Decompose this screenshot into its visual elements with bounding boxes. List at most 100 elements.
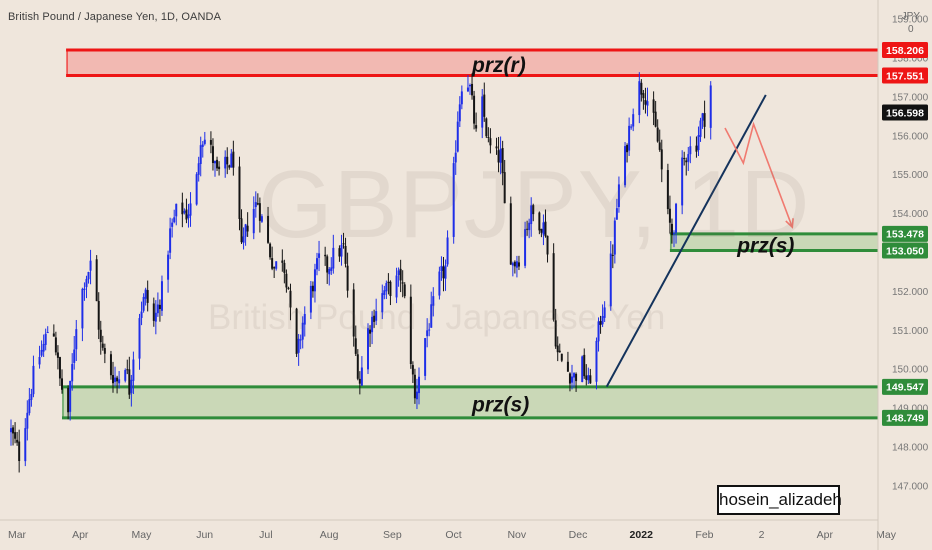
candle-body [709,85,712,128]
candle-body [146,290,149,303]
candle-body [28,399,31,414]
candle-body [499,148,502,163]
candle-body [303,313,306,325]
candle-body [330,267,333,271]
candle-body [589,375,592,384]
candle-body [413,374,416,399]
projection-arrowhead [785,218,794,229]
x-tick-label: Feb [695,529,713,541]
candle-body [273,267,276,269]
candle-body [103,348,106,354]
candle-body [128,369,131,395]
candle-body [311,285,314,292]
candle-body [344,245,347,264]
candle-body [328,268,331,275]
x-tick-label: Dec [569,529,588,541]
candle-body [632,114,635,127]
candle-body [615,208,618,220]
y-tick-label: 147.000 [892,481,929,492]
candle-body [442,266,445,279]
candle-body [471,83,474,96]
candle-body [701,113,704,121]
candle-body [289,290,292,308]
candle-body [552,253,555,320]
candle-body [240,218,243,243]
candle-body [114,377,117,382]
candle-body [46,332,49,334]
candle-body [383,290,386,295]
candle-body [438,271,441,296]
candle-body [452,163,455,237]
x-tick-label: Nov [507,529,526,541]
candle-body [42,343,45,352]
candle-body [218,166,221,170]
x-tick-label: 2022 [630,529,654,541]
candle-body [399,268,402,281]
candle-body [214,161,216,164]
y-tick-label: 150.000 [892,365,929,376]
candle-body [232,151,235,168]
candle-body [152,303,155,321]
candle-body [687,154,690,162]
price-marker-label: 153.478 [886,229,924,241]
candle-body [246,225,249,232]
candle-body [173,217,176,223]
price-markers: 158.206 157.551 156.598 153.478 153.050 149.5… [882,41,928,426]
candle-body [109,354,112,376]
x-tick-label: Apr [72,529,89,541]
x-tick-label: May [132,529,153,541]
author-signature: hosein_alizadeh [717,485,842,515]
candle-body [275,261,278,269]
candle-body [640,82,643,95]
candle-body [32,365,35,395]
candle-body [544,221,547,237]
candle-body [673,233,675,235]
candle-body [326,256,329,273]
x-axis: Mar Apr May Jun Jul Aug Sep Oct Nov Dec 2022 Feb 2 Ap… [0,519,897,541]
candle-body [573,373,576,378]
candle-body [297,338,300,353]
candle-body [617,184,620,207]
candle-body [524,229,527,266]
candle-body [171,222,174,227]
candle-body [381,293,384,313]
candle-body [540,228,543,233]
y-tick-label: 149.000 [892,404,929,415]
candle-body [130,379,133,394]
candle-body [318,253,321,258]
currency-zero: 0 [908,24,914,35]
x-tick-label: Jul [259,529,272,541]
candle-body [175,203,178,217]
currency-label[interactable]: JPY 0 [902,10,920,36]
candle-body [132,359,135,381]
candle-body [699,120,702,137]
candle-body [197,163,200,175]
candle-body [67,387,70,413]
candle-body [670,223,673,235]
candle-body [501,148,504,174]
candle-body [183,211,186,213]
candle-body [585,375,588,380]
candle-body [258,203,261,221]
candle-body [444,265,447,279]
price-marker-label: 148.749 [886,413,924,425]
candle-body [583,354,586,377]
candle-body [497,150,500,163]
currency-code: JPY [901,11,920,22]
candle-body [181,202,184,215]
candle-body [509,203,512,265]
x-tick-label: Oct [445,529,461,541]
candle-body [169,228,172,253]
candle-body [681,157,684,206]
candle-body [528,222,531,231]
candle-body [656,127,659,142]
candle-body [324,254,327,257]
candle-body [201,144,204,147]
symbol-title[interactable]: British Pound / Japanese Yen, 1D, OANDA [8,11,222,23]
candle-body [295,308,298,354]
candle-body [571,376,573,383]
price-marker-bg [882,409,928,426]
candle-body [689,146,692,155]
candle-body [389,281,392,297]
candle-body [613,220,616,255]
